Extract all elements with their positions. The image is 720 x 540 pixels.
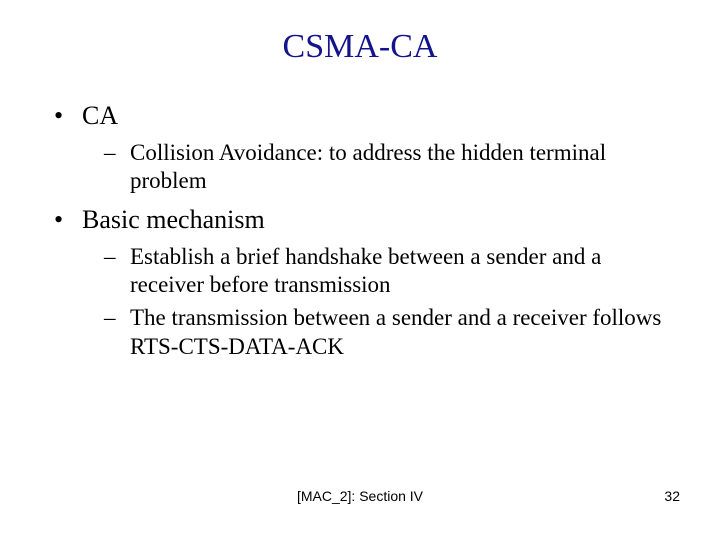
sub-bullet-list: Collision Avoidance: to address the hidd… bbox=[82, 139, 672, 197]
sub-bullet-item: Establish a brief handshake between a se… bbox=[82, 243, 672, 301]
slide: CSMA-CA CA Collision Avoidance: to addre… bbox=[0, 0, 720, 540]
bullet-label: Basic mechanism bbox=[82, 205, 265, 234]
page-number: 32 bbox=[664, 488, 680, 504]
sub-bullet-item: The transmission between a sender and a … bbox=[82, 304, 672, 362]
sub-bullet-item: Collision Avoidance: to address the hidd… bbox=[82, 139, 672, 197]
bullet-label: CA bbox=[82, 101, 118, 130]
sub-bullet-list: Establish a brief handshake between a se… bbox=[82, 243, 672, 362]
slide-body: CA Collision Avoidance: to address the h… bbox=[48, 100, 672, 362]
bullet-list: CA Collision Avoidance: to address the h… bbox=[48, 100, 672, 362]
slide-title: CSMA-CA bbox=[48, 28, 672, 66]
footer-reference: [MAC_2]: Section IV bbox=[0, 488, 720, 504]
bullet-item: CA Collision Avoidance: to address the h… bbox=[48, 100, 672, 196]
bullet-item: Basic mechanism Establish a brief handsh… bbox=[48, 204, 672, 362]
